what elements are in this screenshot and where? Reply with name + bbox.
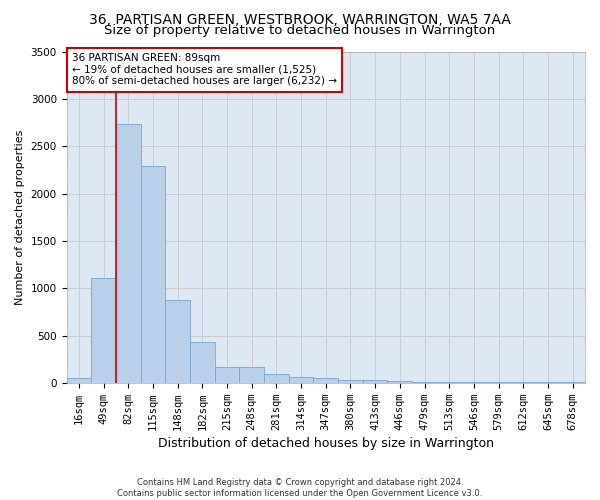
Y-axis label: Number of detached properties: Number of detached properties xyxy=(15,130,25,305)
Bar xyxy=(116,124,140,383)
Bar xyxy=(165,300,190,383)
Text: 36, PARTISAN GREEN, WESTBROOK, WARRINGTON, WA5 7AA: 36, PARTISAN GREEN, WESTBROOK, WARRINGTO… xyxy=(89,12,511,26)
Bar xyxy=(388,381,412,383)
Bar xyxy=(190,342,215,383)
Bar xyxy=(239,367,264,383)
Text: Size of property relative to detached houses in Warrington: Size of property relative to detached ho… xyxy=(104,24,496,37)
Text: 36 PARTISAN GREEN: 89sqm
← 19% of detached houses are smaller (1,525)
80% of sem: 36 PARTISAN GREEN: 89sqm ← 19% of detach… xyxy=(72,53,337,86)
Bar xyxy=(313,378,338,383)
Bar xyxy=(140,166,165,383)
Bar xyxy=(264,374,289,383)
Bar xyxy=(91,278,116,383)
Bar xyxy=(289,377,313,383)
Bar xyxy=(363,380,388,383)
Bar xyxy=(67,378,91,383)
X-axis label: Distribution of detached houses by size in Warrington: Distribution of detached houses by size … xyxy=(158,437,494,450)
Bar xyxy=(215,366,239,383)
Text: Contains HM Land Registry data © Crown copyright and database right 2024.
Contai: Contains HM Land Registry data © Crown c… xyxy=(118,478,482,498)
Bar xyxy=(338,380,363,383)
